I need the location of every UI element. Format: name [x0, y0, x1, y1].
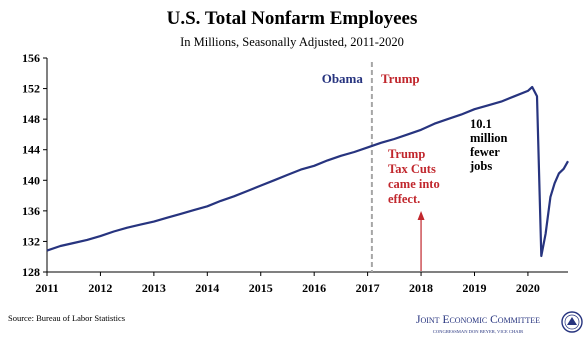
x-tick-label: 2013 — [142, 281, 166, 295]
axes: 128 132 136 140 144 148 152 156 2011 2012 2013 2014… — [22, 51, 568, 295]
trump-label: Trump — [381, 71, 420, 86]
fewer-jobs-label-line: 10.1 — [470, 117, 492, 131]
x-tick-label: 2017 — [356, 281, 380, 295]
y-tick-label: 136 — [22, 204, 40, 218]
obama-label: Obama — [322, 71, 364, 86]
fewer-jobs-label-line: million — [470, 131, 508, 145]
x-tick-label: 2019 — [462, 281, 486, 295]
logo-subtext: CONGRESSMAN DON BEYER, VICE CHAIR — [433, 329, 524, 335]
y-tick-label: 144 — [22, 143, 40, 157]
x-tick-label: 2014 — [195, 281, 219, 295]
x-tick-label: 2011 — [35, 281, 58, 295]
fewer-jobs-label-line: jobs — [469, 159, 492, 173]
chart-title: U.S. Total Nonfarm Employees — [167, 8, 418, 29]
employees-series-line — [46, 85, 569, 258]
fewer-jobs-label: 10.1 million fewer jobs — [469, 117, 508, 173]
y-tick-label: 128 — [22, 265, 40, 279]
tax-cuts-arrow-head — [417, 211, 425, 220]
y-tick-label: 132 — [22, 234, 40, 248]
x-tick-label: 2018 — [409, 281, 433, 295]
x-tick-label: 2015 — [249, 281, 273, 295]
x-tick-label: 2016 — [302, 281, 326, 295]
congress-seal-icon — [561, 311, 583, 333]
y-tick-label: 140 — [22, 173, 40, 187]
y-tick-label: 152 — [22, 82, 40, 96]
logo-text: Joint Economic Committee — [416, 314, 540, 326]
tax-cuts-label-line: effect. — [388, 192, 420, 206]
plot-area — [46, 85, 569, 258]
x-tick-label: 2020 — [516, 281, 540, 295]
jec-logo: Joint Economic Committee CONGRESSMAN DON… — [416, 311, 583, 335]
tax-cuts-label-line: Tax Cuts — [388, 162, 436, 176]
x-tick-label: 2012 — [88, 281, 112, 295]
source-note: Source: Bureau of Labor Statistics — [8, 313, 125, 323]
y-tick-label: 156 — [22, 51, 40, 65]
tax-cuts-label-line: Trump — [388, 147, 425, 161]
tax-cuts-label: Trump Tax Cuts came into effect. — [388, 147, 440, 206]
chart-subtitle: In Millions, Seasonally Adjusted, 2011-2… — [180, 35, 404, 49]
y-tick-label: 148 — [22, 112, 40, 126]
fewer-jobs-label-line: fewer — [470, 145, 500, 159]
tax-cuts-label-line: came into — [388, 177, 440, 191]
